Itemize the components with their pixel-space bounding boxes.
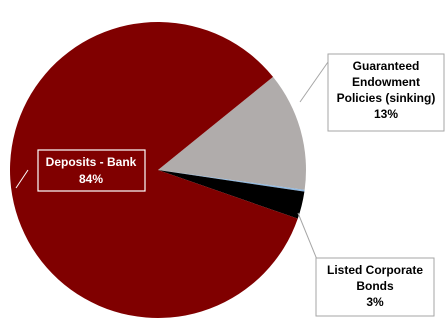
pie-slices [9,21,306,318]
pie-slice-sliver [158,170,305,192]
bonds-label-line2: Bonds [356,279,394,293]
endowment-label: Guaranteed Endowment Policies (sinking) … [327,53,445,132]
endowment-label-line3: Policies (sinking) [337,91,436,105]
leader-line-endowment [299,61,329,103]
leader-lines [15,61,329,263]
bonds-label-box [315,257,435,317]
pie-slice-endowment [158,76,306,190]
deposits-label-value: 84% [79,172,103,186]
pie-slice-bonds [158,170,305,219]
pie-slice-deposits [9,21,298,318]
deposits-label-name: Deposits - Bank [46,155,137,169]
endowment-label-value: 13% [374,107,398,121]
leader-line-bonds [297,212,319,263]
leader-line-deposits [15,169,29,189]
bonds-label: Listed Corporate Bonds 3% [315,257,435,317]
endowment-label-line1: Guaranteed [353,59,420,73]
bonds-label-value: 3% [366,295,384,309]
deposits-label-box [37,149,146,192]
deposits-label: Deposits - Bank 84% [37,149,146,192]
endowment-label-line2: Endowment [352,75,420,89]
bonds-label-line1: Listed Corporate [327,263,423,277]
endowment-label-box [327,53,445,132]
